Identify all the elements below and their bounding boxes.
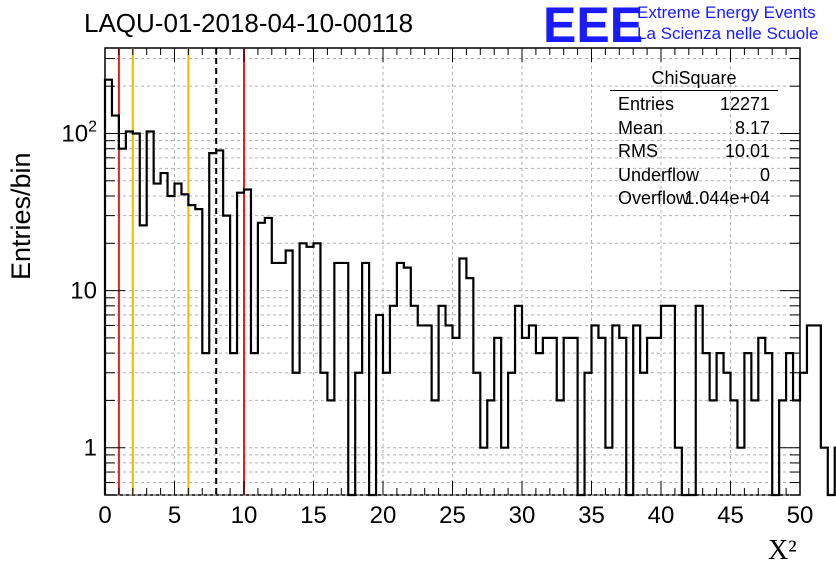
stats-key: Underflow [618, 164, 700, 185]
stats-box: ChiSquare Entries 12271 Mean 8.17 RMS 10… [610, 66, 778, 211]
x-tick-label: 30 [509, 502, 536, 529]
x-tick-label: 10 [231, 502, 258, 529]
stats-key: Overflow [618, 188, 690, 208]
stats-value: 1.044e+04 [684, 188, 770, 208]
eee-logo: EEE [543, 0, 644, 53]
stats-row: Overflow 1.044e+04 [610, 187, 778, 211]
run-title: LAQU-01-2018-04-10-00118 [84, 8, 414, 38]
x-tick-label: 50 [787, 502, 814, 529]
stats-title: ChiSquare [610, 66, 778, 91]
stats-value: 10.01 [724, 141, 770, 161]
logo-line-1: Extreme Energy Events [637, 3, 816, 22]
stats-key: RMS [618, 141, 658, 161]
x-tick-label: 0 [98, 502, 111, 529]
x-axis-label: X² [768, 535, 797, 566]
stats-key: Mean [618, 117, 664, 138]
y-axis-label: Entries/bin [6, 152, 36, 280]
logo-line-2: La Scienza nelle Scuole [637, 24, 819, 43]
x-tick-label: 20 [370, 502, 397, 529]
x-tick-label: 15 [300, 502, 327, 529]
x-tick-label: 5 [168, 502, 181, 529]
stats-row: Underflow 0 [610, 164, 778, 188]
stats-row: RMS 10.01 [610, 140, 778, 164]
grid [105, 48, 800, 496]
stats-row: Entries 12271 [610, 93, 778, 117]
y-tick-label: 1 [84, 435, 97, 462]
x-tick-label: 45 [717, 502, 744, 529]
histogram-bins [103, 78, 836, 497]
histogram-outline [103, 78, 836, 497]
x-tick-label: 25 [439, 502, 466, 529]
stats-row: Mean 8.17 [610, 117, 778, 141]
y-tick-label: 10 [70, 278, 97, 305]
reference-lines [117, 48, 245, 495]
x-tick-label: 40 [648, 502, 675, 529]
axes: 0 5 10 15 20 25 30 35 40 45 50 1 10 102 [61, 48, 813, 529]
stats-value: 8.17 [734, 117, 770, 138]
stats-value: 12271 [719, 94, 770, 114]
x-tick-label: 35 [578, 502, 605, 529]
y-tick-label: 102 [61, 118, 97, 147]
stats-value: 0 [759, 164, 770, 185]
stats-key: Entries [618, 94, 675, 114]
